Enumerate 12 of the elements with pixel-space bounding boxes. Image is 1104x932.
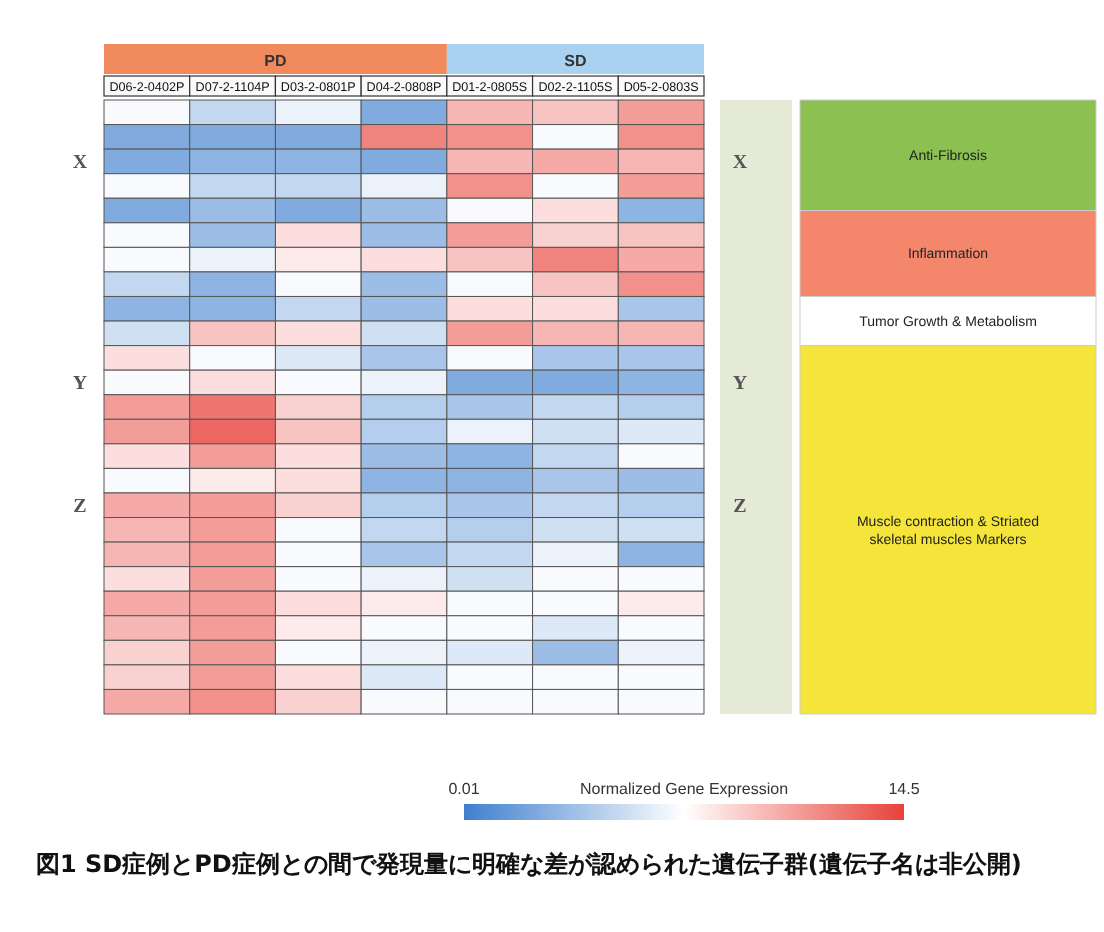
y-tick-label: Z [73,496,88,519]
text: SD [564,52,587,70]
y-tick-label: X [72,152,89,175]
color-bar-label: 14.5 [888,780,921,798]
color-bar-label: 0.01 [448,780,481,798]
caption: 図1 SD症例とPD症例との間で発現量に明確な差が認められた遺伝子群(遺伝子名は非公開) [36,848,1024,880]
text: PD [264,52,287,70]
y2-tick-label: Z [733,496,748,519]
y2-tick-label: Y [732,373,749,396]
color-bar-title: Normalized Gene Expression [579,780,789,798]
y-tick-label: Y [72,373,89,396]
y2-tick-label: X [732,152,749,175]
